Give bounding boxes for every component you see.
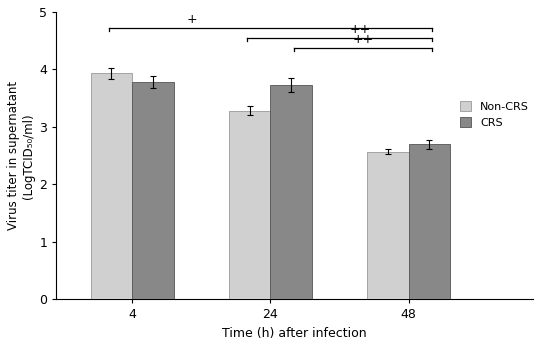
- Bar: [367, 152, 409, 299]
- Bar: [132, 82, 174, 299]
- Text: +: +: [186, 13, 197, 26]
- Bar: [409, 144, 450, 299]
- Legend: Non-CRS, CRS: Non-CRS, CRS: [457, 98, 532, 131]
- Bar: [229, 111, 271, 299]
- X-axis label: Time (h) after infection: Time (h) after infection: [222, 327, 367, 340]
- Text: ++: ++: [353, 33, 374, 46]
- Bar: [271, 85, 312, 299]
- Text: ++: ++: [349, 23, 371, 36]
- Y-axis label: Virus titer in supernatant
(LogTCID₅₀/ml): Virus titer in supernatant (LogTCID₅₀/ml…: [7, 81, 35, 230]
- Bar: [91, 74, 132, 299]
